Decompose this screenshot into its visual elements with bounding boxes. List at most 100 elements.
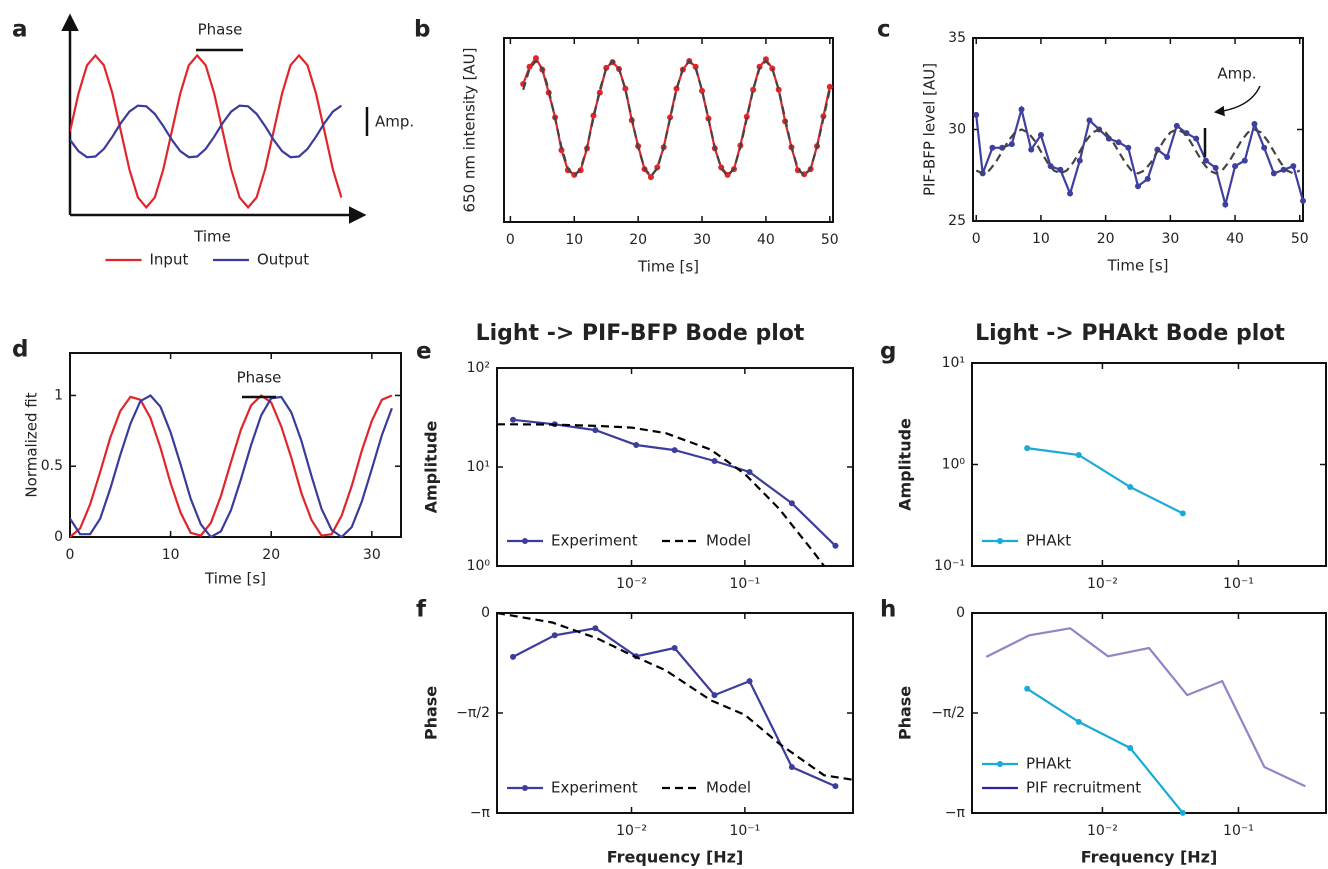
x-tick-label: 10⁻¹ <box>1223 576 1254 592</box>
data-point <box>510 653 517 660</box>
y-tick-label: 25 <box>948 213 966 229</box>
series-line <box>70 53 343 210</box>
data-point <box>667 114 674 121</box>
panel-letter: e <box>416 339 432 365</box>
data-point <box>1024 685 1031 692</box>
y-tick-label: 0 <box>481 605 490 621</box>
panel-letter: f <box>416 597 427 623</box>
data-point <box>1179 510 1186 517</box>
data-point <box>622 85 629 92</box>
legend-label: Experiment <box>551 779 638 797</box>
x-tick-label: 10⁻¹ <box>729 823 760 839</box>
y-tick-label: −π/2 <box>931 705 965 721</box>
y-tick-label: −π <box>470 805 491 821</box>
data-point <box>989 144 996 151</box>
series-line <box>1026 687 1184 814</box>
data-point <box>1251 121 1258 128</box>
data-point <box>671 645 678 652</box>
data-point <box>1028 146 1035 153</box>
legend-label: PIF recruitment <box>1026 779 1141 797</box>
series-line <box>70 394 393 539</box>
data-point <box>1067 190 1074 197</box>
panel: c 0 10 20 30 40 50 25 30 35 Time [s] PIF-BFP level … <box>877 17 1309 275</box>
y-tick-label: 0 <box>956 605 965 621</box>
series-line <box>1027 447 1184 515</box>
data-point <box>1202 157 1209 164</box>
y-tick-label: 10⁰ <box>467 558 491 574</box>
y-tick-label: 10² <box>467 360 490 376</box>
x-axis-label: Time [s] <box>1107 257 1169 275</box>
data-point <box>1232 163 1239 170</box>
y-axis-label: Amplitude <box>896 418 915 511</box>
panel: e Light -> PIF-BFP Bode plot 10⁻² 10⁻¹ 10⁰ 10… <box>416 321 854 592</box>
data-point <box>1127 484 1134 491</box>
legend-label: Model <box>706 532 751 550</box>
annotation: Amp. <box>1217 65 1256 83</box>
plot-frame <box>69 352 402 538</box>
legend-marker <box>522 785 528 791</box>
data-point <box>1018 106 1025 113</box>
data-point <box>1135 183 1141 190</box>
x-tick-label: 0 <box>506 232 515 248</box>
legend-label: Model <box>706 779 751 797</box>
data-point <box>1280 166 1287 173</box>
data-point <box>1261 144 1268 151</box>
y-axis-label: Phase <box>896 686 915 740</box>
x-tick-label: 10⁻² <box>616 823 647 839</box>
data-point <box>1125 144 1132 151</box>
panel: g Light -> PHAkt Bode plot 10⁻² 10⁻¹ 10⁻¹ 10⁰… <box>880 321 1327 592</box>
x-tick-label: 10 <box>1032 231 1050 247</box>
x-tick-label: 30 <box>363 547 381 563</box>
x-tick-label: 50 <box>821 232 839 248</box>
annotation: Amp. <box>375 113 414 131</box>
data-point <box>746 469 753 476</box>
legend-label: PHAkt <box>1026 755 1071 773</box>
data-point <box>510 416 517 423</box>
data-point <box>1075 452 1082 459</box>
data-point <box>743 113 750 120</box>
series-line <box>70 104 343 159</box>
data-point <box>647 174 654 181</box>
data-point <box>633 441 640 448</box>
data-point <box>1193 135 1200 142</box>
data-point <box>762 56 769 63</box>
data-point <box>692 63 699 70</box>
y-tick-label: 1 <box>54 387 63 403</box>
data-point <box>973 111 980 118</box>
y-tick-label: 0.5 <box>41 458 63 474</box>
data-point <box>1086 117 1093 124</box>
x-axis-label: Time [s] <box>204 570 266 588</box>
data-point <box>1179 809 1186 816</box>
x-tick-label: 10⁻¹ <box>729 576 760 592</box>
data-point <box>826 83 833 90</box>
data-point <box>832 783 839 790</box>
x-tick-label: 10 <box>565 232 583 248</box>
panel-title: Light -> PHAkt Bode plot <box>975 321 1285 346</box>
panel-letter: h <box>880 597 896 623</box>
x-tick-label: 30 <box>693 232 711 248</box>
y-axis-label: Normalized fit <box>23 392 41 497</box>
data-point <box>526 63 533 70</box>
y-axis-label: 650 nm intensity [AU] <box>461 47 479 212</box>
series-line <box>512 627 836 788</box>
data-point <box>1037 131 1044 138</box>
data-point <box>1075 718 1082 725</box>
x-tick-label: 10 <box>162 547 180 563</box>
x-tick-label: 10⁻¹ <box>1223 823 1254 839</box>
series-line <box>497 611 853 781</box>
x-tick-label: 40 <box>757 232 775 248</box>
data-point <box>592 427 599 434</box>
x-tick-label: 20 <box>629 232 647 248</box>
data-point <box>1212 164 1219 171</box>
data-point <box>1164 153 1171 160</box>
data-point <box>671 447 678 454</box>
data-point <box>1127 744 1134 751</box>
x-axis-label: Time <box>193 228 231 246</box>
data-point <box>746 678 753 685</box>
panel-title: Light -> PIF-BFP Bode plot <box>476 321 805 346</box>
legend-label: Input <box>150 251 189 269</box>
x-tick-label: 10⁻² <box>1087 823 1118 839</box>
data-point <box>1008 141 1015 148</box>
x-tick-label: 0 <box>972 231 981 247</box>
y-tick-label: 30 <box>948 122 966 138</box>
